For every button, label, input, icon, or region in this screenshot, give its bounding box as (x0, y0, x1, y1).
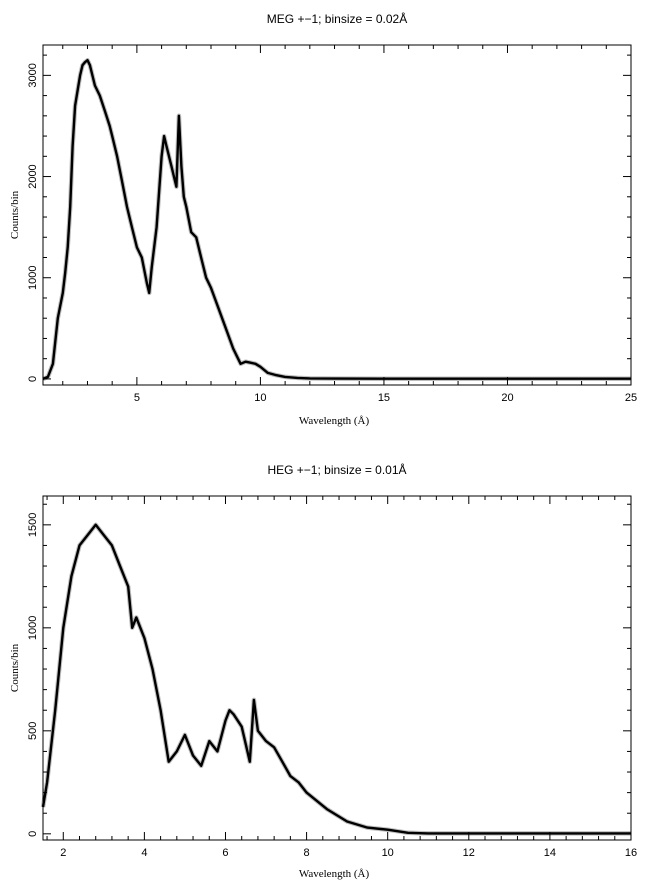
x-tick-label: 4 (141, 847, 147, 859)
x-tick-label: 2 (60, 847, 66, 859)
y-tick-label: 0 (27, 376, 39, 382)
y-tick-label: 1000 (27, 265, 39, 289)
heg-y-axis-label: Counts/bin (9, 643, 21, 692)
heg-panel: HEG +−1; binsize = 0.01Å 2 4 6 8 10 12 14 16 0 5… (9, 462, 637, 880)
meg-plot-frame (42, 44, 632, 386)
heg-y-ticks: 0 500 1000 1500 (27, 503, 631, 837)
x-tick-label: 25 (625, 392, 637, 404)
meg-y-ticks: 0 1000 2000 3000 (27, 54, 631, 382)
y-tick-label: 2000 (27, 164, 39, 188)
meg-x-ticks: 5 10 15 20 25 (62, 45, 637, 404)
x-tick-label: 6 (222, 847, 228, 859)
meg-panel: MEG +−1; binsize = 0.02Å 5 10 15 20 25 0 1000… (9, 11, 637, 427)
meg-spectrum-line (42, 59, 631, 381)
y-tick-label: 1500 (27, 513, 39, 537)
x-tick-label: 14 (544, 847, 556, 859)
x-tick-label: 20 (501, 392, 513, 404)
x-tick-label: 16 (625, 847, 637, 859)
heg-x-ticks: 2 4 6 8 10 12 14 16 (46, 496, 637, 859)
heg-spectrum (41, 523, 631, 835)
heg-spectrum-line (41, 523, 631, 835)
heg-plot-frame (42, 495, 632, 841)
heg-error-band (40, 522, 631, 836)
y-tick-label: 500 (27, 722, 39, 740)
meg-spectrum (42, 59, 631, 381)
meg-chart-title: MEG +−1; binsize = 0.02Å (267, 11, 407, 26)
meg-x-axis-label: Wavelength (Å) (299, 415, 370, 427)
meg-y-axis-label: Counts/bin (9, 190, 21, 239)
heg-error-path (40, 522, 631, 836)
x-tick-label: 10 (254, 392, 266, 404)
x-tick-label: 15 (378, 392, 390, 404)
heg-chart-title: HEG +−1; binsize = 0.01Å (267, 462, 406, 477)
y-tick-label: 0 (27, 831, 39, 837)
x-tick-label: 5 (134, 392, 140, 404)
x-tick-label: 8 (304, 847, 310, 859)
heg-x-axis-label: Wavelength (Å) (299, 868, 370, 880)
x-tick-label: 12 (463, 847, 475, 859)
x-tick-label: 10 (382, 847, 394, 859)
y-tick-label: 3000 (27, 63, 39, 87)
y-tick-label: 1000 (27, 616, 39, 640)
